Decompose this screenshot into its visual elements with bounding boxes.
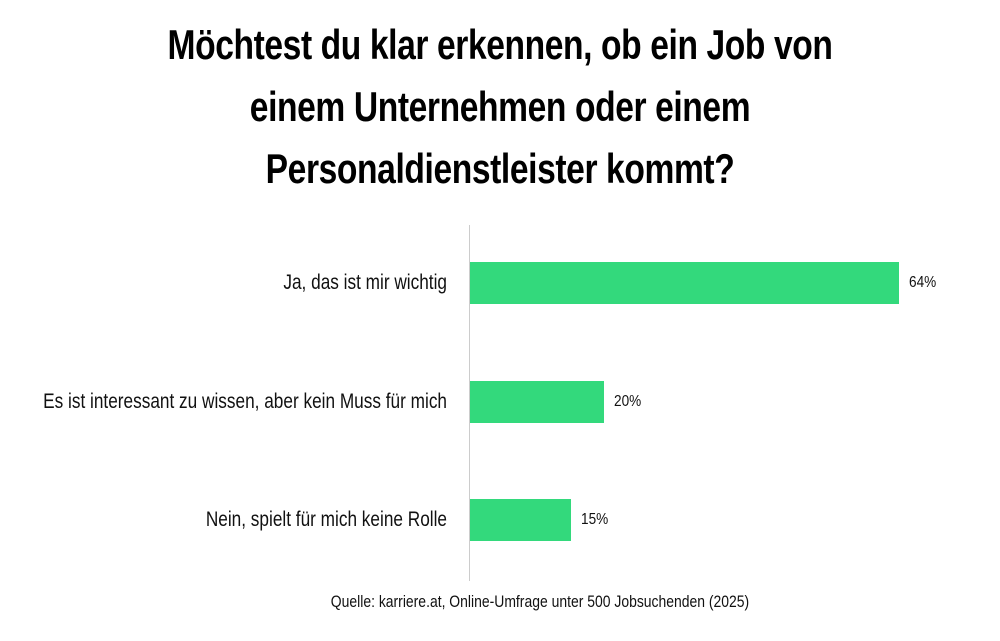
category-label: Ja, das ist mir wichtig: [283, 271, 447, 294]
chart-title: Möchtest du klar erkennen, ob ein Job vo…: [167, 21, 833, 192]
category-label: Nein, spielt für mich keine Rolle: [205, 508, 447, 531]
bar: [470, 499, 571, 541]
category-label: Es ist interessant zu wissen, aber kein …: [43, 389, 447, 413]
value-label: 20%: [614, 392, 642, 410]
source-note: Quelle: karriere.at, Online-Umfrage unte…: [330, 592, 750, 611]
axis-line: [469, 225, 470, 581]
bar: [470, 380, 604, 423]
value-label: 64%: [908, 274, 937, 291]
value-label: 15%: [580, 511, 608, 528]
bar: [470, 262, 899, 304]
